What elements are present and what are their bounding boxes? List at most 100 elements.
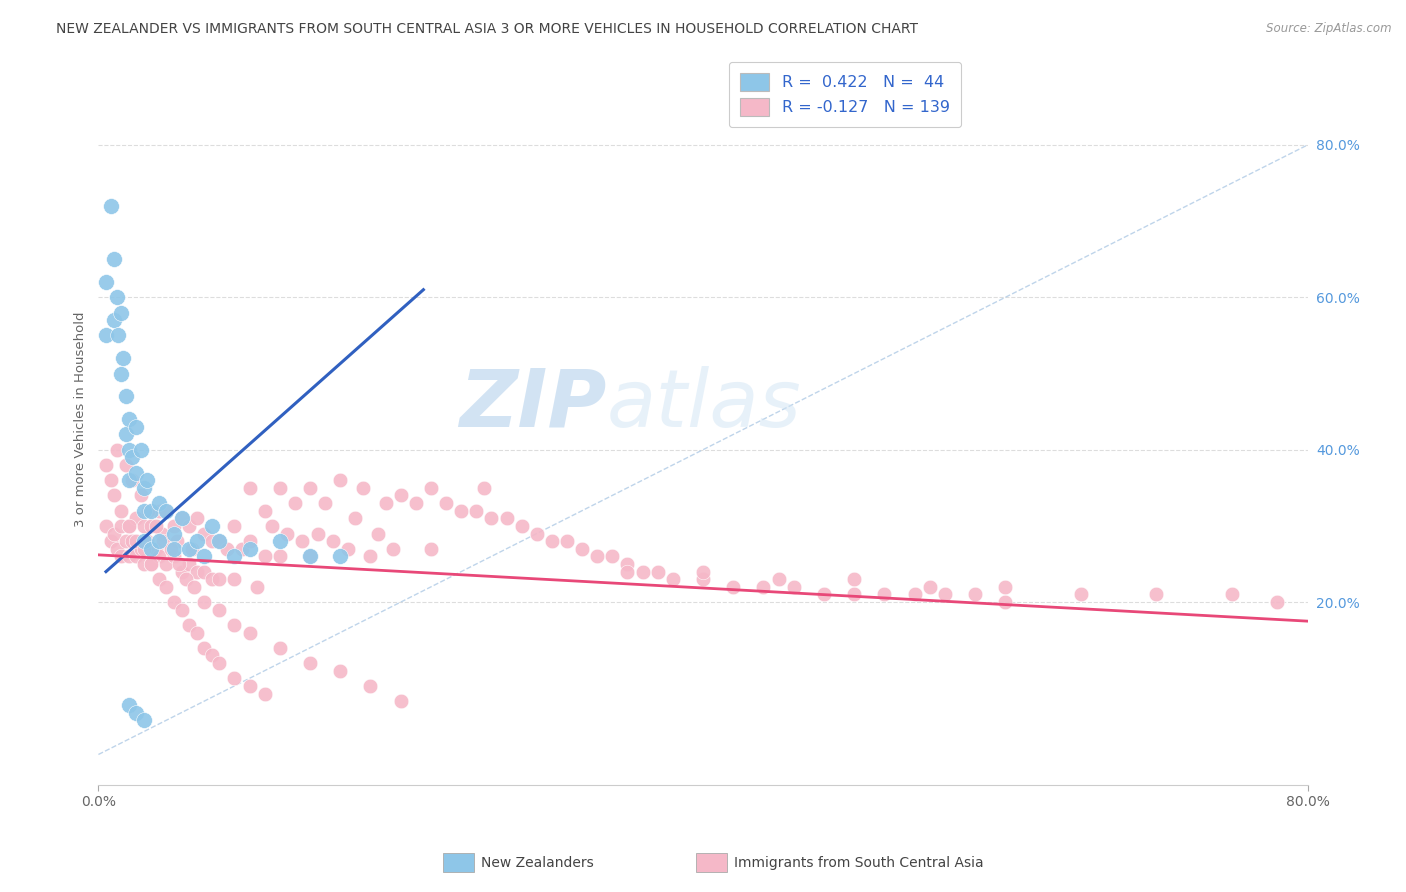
Point	[125, 420, 148, 434]
Point	[163, 541, 186, 556]
Point	[224, 549, 246, 564]
Point	[844, 572, 866, 586]
Point	[253, 549, 276, 564]
Point	[904, 587, 927, 601]
Point	[965, 587, 987, 601]
Text: New Zealanders: New Zealanders	[481, 855, 593, 870]
Point	[1220, 587, 1243, 601]
Point	[540, 534, 562, 549]
Point	[231, 541, 253, 556]
Point	[239, 679, 262, 693]
Point	[94, 328, 117, 343]
Point	[307, 526, 329, 541]
Point	[352, 481, 374, 495]
Point	[121, 473, 143, 487]
Point	[389, 694, 412, 708]
Point	[510, 519, 533, 533]
Point	[752, 580, 775, 594]
Point	[132, 541, 155, 556]
Point	[208, 534, 231, 549]
Point	[179, 618, 201, 632]
Point	[103, 313, 125, 327]
Point	[186, 534, 208, 549]
Point	[179, 557, 201, 571]
Point	[132, 534, 155, 549]
Point	[193, 565, 215, 579]
Point	[239, 541, 262, 556]
Point	[141, 557, 163, 571]
Point	[129, 541, 152, 556]
Point	[155, 503, 177, 517]
Point	[118, 549, 141, 564]
Point	[314, 496, 336, 510]
Point	[276, 526, 298, 541]
Point	[224, 671, 246, 685]
Point	[616, 557, 638, 571]
Point	[586, 549, 609, 564]
Point	[299, 656, 322, 670]
Point	[125, 534, 148, 549]
Point	[118, 519, 141, 533]
Point	[994, 580, 1017, 594]
Point	[269, 481, 291, 495]
Point	[152, 534, 174, 549]
Point	[186, 511, 208, 525]
Point	[141, 503, 163, 517]
Point	[105, 442, 128, 457]
Text: Immigrants from South Central Asia: Immigrants from South Central Asia	[734, 855, 984, 870]
Point	[163, 526, 186, 541]
Point	[201, 534, 224, 549]
Text: ZIP: ZIP	[458, 366, 606, 443]
Point	[269, 534, 291, 549]
Point	[125, 549, 148, 564]
Point	[105, 541, 128, 556]
Point	[110, 549, 132, 564]
Point	[434, 496, 457, 510]
Point	[114, 458, 136, 472]
Point	[662, 572, 685, 586]
Point	[125, 511, 148, 525]
Point	[110, 305, 132, 319]
Point	[110, 519, 132, 533]
Point	[193, 526, 215, 541]
Point	[602, 549, 624, 564]
Point	[100, 534, 122, 549]
Point	[692, 572, 714, 586]
Point	[166, 534, 188, 549]
Point	[389, 488, 412, 502]
Point	[183, 580, 205, 594]
Point	[224, 618, 246, 632]
Point	[94, 519, 117, 533]
Point	[647, 565, 669, 579]
Point	[269, 640, 291, 655]
Point	[170, 565, 193, 579]
Point	[934, 587, 956, 601]
Point	[118, 473, 141, 487]
Point	[193, 640, 215, 655]
Point	[299, 481, 322, 495]
Point	[208, 534, 231, 549]
Point	[148, 503, 170, 517]
Point	[481, 511, 503, 525]
Point	[193, 595, 215, 609]
Point	[336, 541, 359, 556]
Point	[110, 367, 132, 381]
Text: NEW ZEALANDER VS IMMIGRANTS FROM SOUTH CENTRAL ASIA 3 OR MORE VEHICLES IN HOUSEH: NEW ZEALANDER VS IMMIGRANTS FROM SOUTH C…	[56, 22, 918, 37]
Point	[329, 549, 352, 564]
Point	[374, 496, 396, 510]
Point	[94, 275, 117, 289]
Point	[465, 503, 488, 517]
Point	[129, 442, 152, 457]
Point	[181, 541, 204, 556]
Point	[201, 572, 224, 586]
Point	[179, 541, 201, 556]
Point	[193, 549, 215, 564]
Point	[100, 473, 122, 487]
Point	[382, 541, 405, 556]
Point	[107, 328, 129, 343]
Point	[246, 580, 269, 594]
Point	[121, 450, 143, 465]
Point	[783, 580, 806, 594]
Point	[148, 549, 170, 564]
Point	[844, 587, 866, 601]
